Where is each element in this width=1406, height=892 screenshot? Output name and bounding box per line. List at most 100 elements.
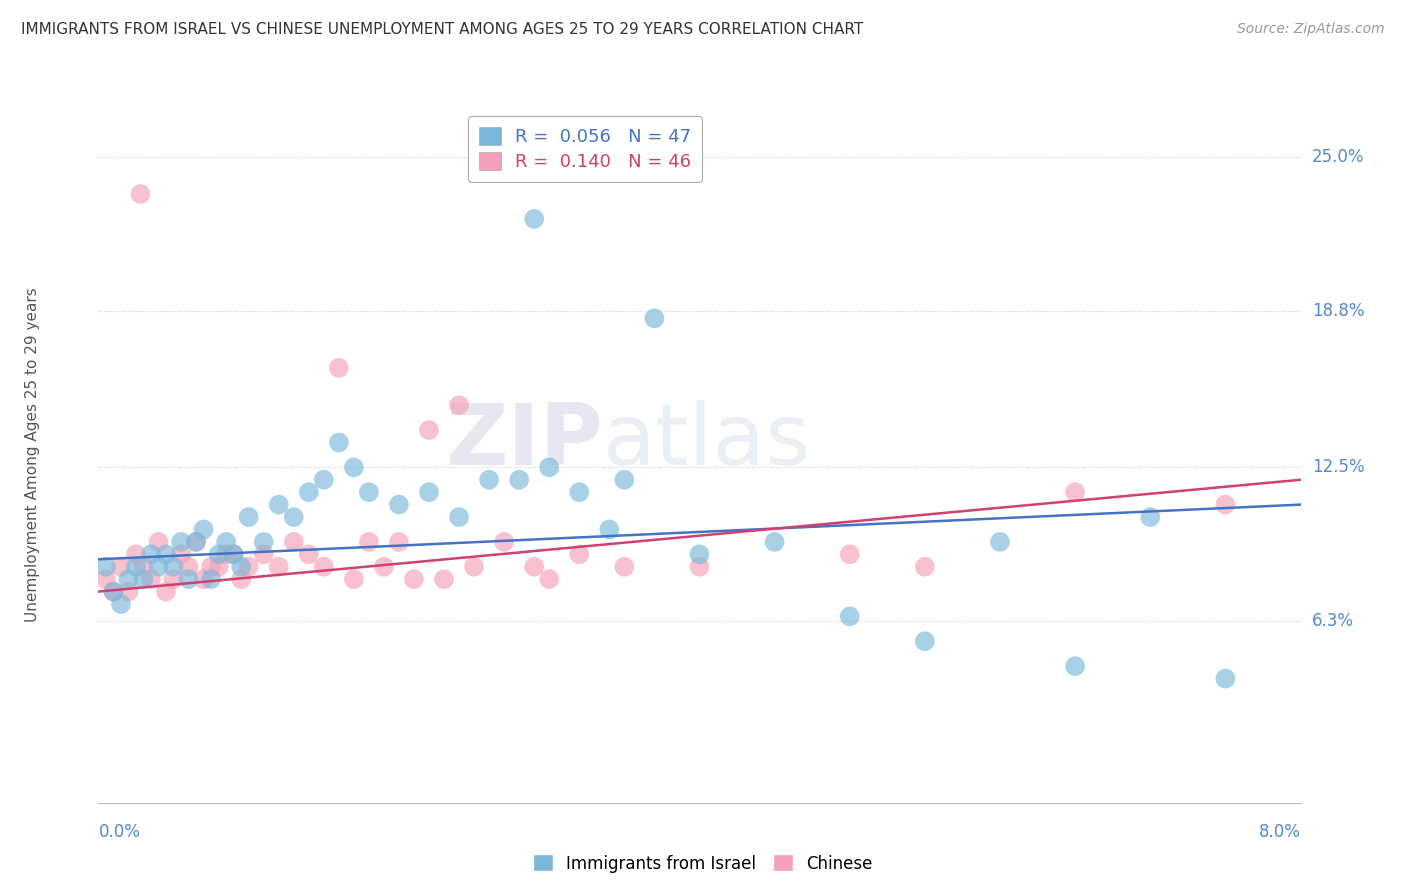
Text: ZIP: ZIP — [446, 400, 603, 483]
Legend: R =  0.056   N = 47, R =  0.140   N = 46: R = 0.056 N = 47, R = 0.140 N = 46 — [468, 116, 702, 182]
Point — [231, 559, 253, 574]
Text: atlas: atlas — [603, 400, 811, 483]
Point — [838, 547, 860, 561]
Text: 6.3%: 6.3% — [1312, 613, 1354, 631]
Point — [208, 547, 231, 561]
Point — [447, 510, 470, 524]
Point — [103, 584, 125, 599]
Point — [388, 498, 411, 512]
Point — [253, 547, 276, 561]
Point — [117, 584, 139, 599]
Point — [200, 559, 222, 574]
Point — [184, 535, 207, 549]
Text: Source: ZipAtlas.com: Source: ZipAtlas.com — [1237, 22, 1385, 37]
Point — [1064, 485, 1087, 500]
Point — [418, 485, 440, 500]
Point — [312, 473, 335, 487]
Point — [162, 572, 184, 586]
Point — [103, 584, 125, 599]
Point — [132, 572, 155, 586]
Point — [215, 535, 238, 549]
Point — [328, 361, 350, 376]
Point — [117, 572, 139, 586]
Point — [94, 559, 117, 574]
Point — [253, 535, 276, 549]
Point — [231, 572, 253, 586]
Point — [139, 547, 162, 561]
Point — [568, 547, 591, 561]
Point — [1215, 672, 1237, 686]
Point — [298, 485, 321, 500]
Point — [763, 535, 786, 549]
Point — [478, 473, 501, 487]
Point — [1139, 510, 1161, 524]
Point — [184, 535, 207, 549]
Point — [129, 187, 152, 202]
Point — [538, 572, 561, 586]
Point — [177, 559, 200, 574]
Point — [110, 597, 132, 611]
Point — [343, 572, 366, 586]
Point — [418, 423, 440, 437]
Point — [613, 473, 636, 487]
Text: 25.0%: 25.0% — [1312, 148, 1364, 166]
Point — [155, 584, 177, 599]
Point — [523, 211, 546, 226]
Point — [238, 510, 260, 524]
Point — [110, 559, 132, 574]
Point — [523, 559, 546, 574]
Text: 12.5%: 12.5% — [1312, 458, 1364, 476]
Point — [125, 547, 148, 561]
Text: 8.0%: 8.0% — [1258, 822, 1301, 840]
Point — [1064, 659, 1087, 673]
Point — [447, 398, 470, 412]
Point — [222, 547, 245, 561]
Point — [125, 559, 148, 574]
Point — [132, 559, 155, 574]
Point — [613, 559, 636, 574]
Point — [148, 535, 170, 549]
Text: Unemployment Among Ages 25 to 29 years: Unemployment Among Ages 25 to 29 years — [25, 287, 39, 623]
Point — [162, 559, 184, 574]
Point — [283, 510, 305, 524]
Point — [193, 523, 215, 537]
Point — [402, 572, 425, 586]
Point — [433, 572, 456, 586]
Point — [139, 572, 162, 586]
Point — [298, 547, 321, 561]
Point — [914, 559, 936, 574]
Point — [494, 535, 516, 549]
Point — [568, 485, 591, 500]
Point — [373, 559, 395, 574]
Point — [267, 498, 290, 512]
Text: 18.8%: 18.8% — [1312, 301, 1364, 320]
Point — [328, 435, 350, 450]
Legend: Immigrants from Israel, Chinese: Immigrants from Israel, Chinese — [526, 847, 880, 880]
Text: IMMIGRANTS FROM ISRAEL VS CHINESE UNEMPLOYMENT AMONG AGES 25 TO 29 YEARS CORRELA: IMMIGRANTS FROM ISRAEL VS CHINESE UNEMPL… — [21, 22, 863, 37]
Point — [155, 547, 177, 561]
Point — [200, 572, 222, 586]
Point — [170, 547, 193, 561]
Point — [170, 535, 193, 549]
Point — [688, 559, 710, 574]
Point — [283, 535, 305, 549]
Point — [357, 485, 380, 500]
Point — [508, 473, 530, 487]
Point — [215, 547, 238, 561]
Point — [267, 559, 290, 574]
Point — [838, 609, 860, 624]
Point — [463, 559, 485, 574]
Point — [193, 572, 215, 586]
Point — [1215, 498, 1237, 512]
Point — [988, 535, 1011, 549]
Point — [388, 535, 411, 549]
Text: 0.0%: 0.0% — [98, 822, 141, 840]
Point — [148, 559, 170, 574]
Point — [177, 572, 200, 586]
Point — [94, 572, 117, 586]
Point — [208, 559, 231, 574]
Point — [538, 460, 561, 475]
Point — [357, 535, 380, 549]
Point — [238, 559, 260, 574]
Point — [343, 460, 366, 475]
